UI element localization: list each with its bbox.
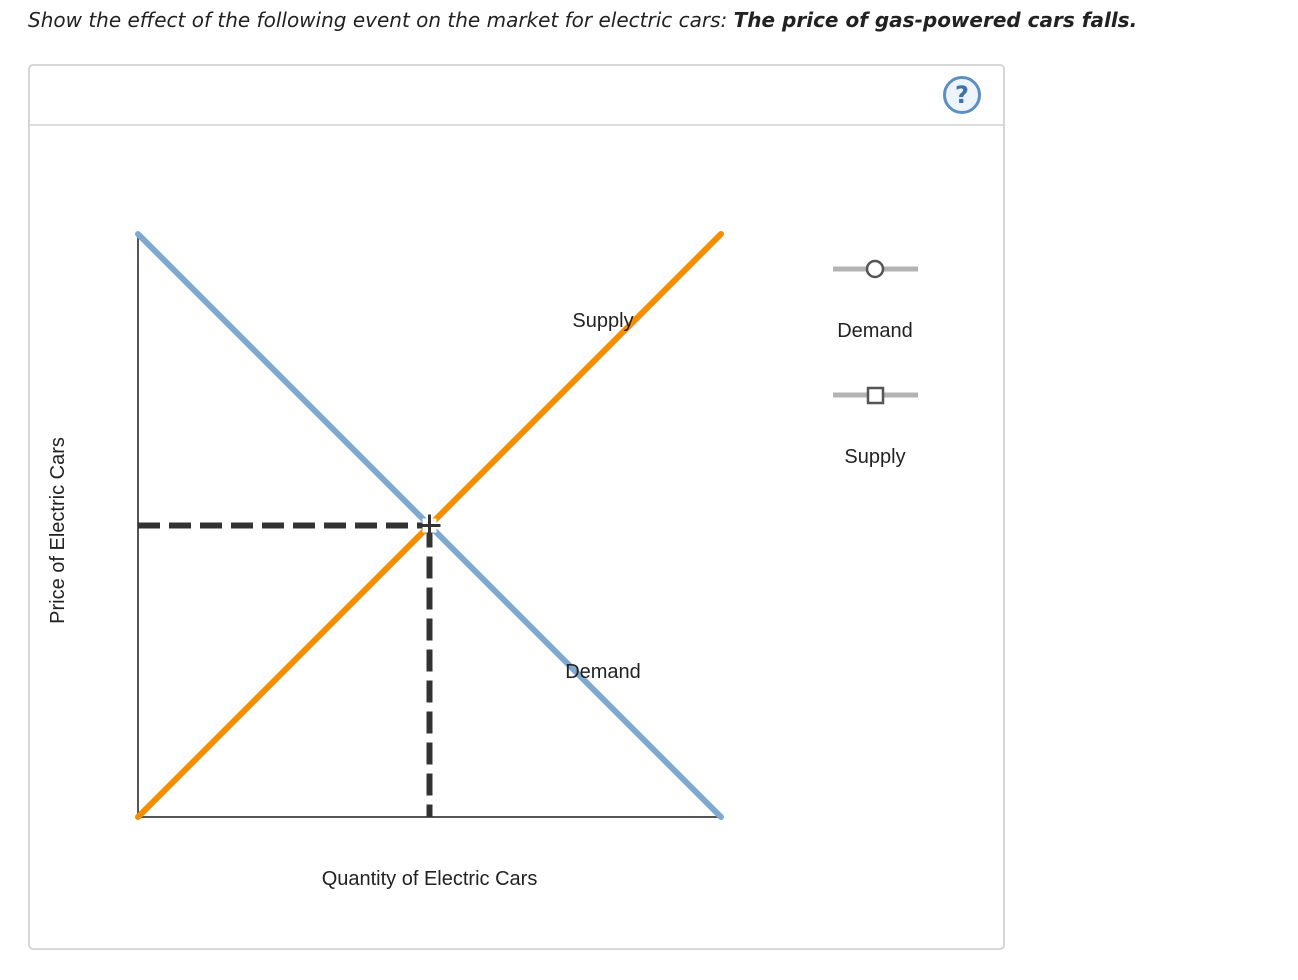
panel-toolbar: ? <box>30 66 1003 126</box>
graph-panel: ? <box>28 64 1005 950</box>
supply-curve-label: Supply <box>572 310 633 332</box>
question-prefix: Show the effect of the following event o… <box>28 8 734 32</box>
chart-labels: Quantity of Electric Cars Price of Electr… <box>47 310 641 890</box>
y-axis-label: Price of Electric Cars <box>47 437 69 624</box>
legend-label-demand: Demand <box>837 320 913 342</box>
legend-square-marker <box>866 386 885 405</box>
question-mark-icon: ? <box>955 81 969 109</box>
question-text: Show the effect of the following event o… <box>28 8 1137 32</box>
equilibrium-guides <box>138 522 433 817</box>
square-handle-icon <box>833 386 918 405</box>
legend-circle-marker <box>865 259 885 279</box>
legend-tool-demand[interactable] <box>830 258 920 280</box>
demand-curve-label: Demand <box>565 661 641 683</box>
x-axis-label: Quantity of Electric Cars <box>322 868 538 890</box>
help-button[interactable]: ? <box>943 76 981 114</box>
legend-label-supply: Supply <box>844 446 906 468</box>
legend-tool-supply[interactable] <box>830 384 920 406</box>
circle-handle-icon <box>833 259 918 279</box>
curves <box>135 231 724 820</box>
question-event: The price of gas-powered cars falls. <box>733 8 1138 32</box>
